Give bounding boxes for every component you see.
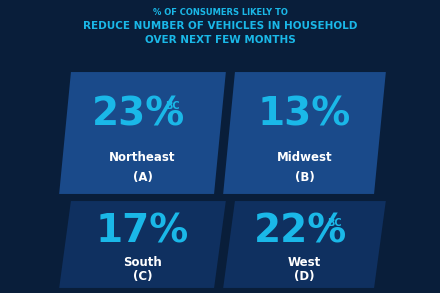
Polygon shape	[58, 71, 227, 195]
Text: 17%: 17%	[96, 212, 189, 250]
Text: OVER NEXT FEW MONTHS: OVER NEXT FEW MONTHS	[145, 35, 295, 45]
Polygon shape	[222, 200, 387, 289]
Polygon shape	[58, 200, 227, 289]
Text: % OF CONSUMERS LIKELY TO: % OF CONSUMERS LIKELY TO	[153, 8, 287, 17]
Text: 22%: 22%	[254, 212, 347, 250]
Text: BC: BC	[165, 101, 180, 111]
Text: 13%: 13%	[258, 96, 351, 133]
Text: (C): (C)	[133, 270, 152, 283]
Polygon shape	[222, 71, 387, 195]
Text: (D): (D)	[294, 270, 315, 283]
Text: West: West	[288, 256, 321, 269]
Text: BC: BC	[328, 218, 342, 228]
Text: Midwest: Midwest	[277, 151, 332, 164]
Text: (B): (B)	[295, 171, 314, 184]
Text: South: South	[123, 256, 162, 269]
Text: REDUCE NUMBER OF VEHICLES IN HOUSEHOLD: REDUCE NUMBER OF VEHICLES IN HOUSEHOLD	[83, 21, 357, 31]
Text: Northeast: Northeast	[109, 151, 176, 164]
Text: 23%: 23%	[92, 96, 185, 133]
Text: (A): (A)	[132, 171, 152, 184]
